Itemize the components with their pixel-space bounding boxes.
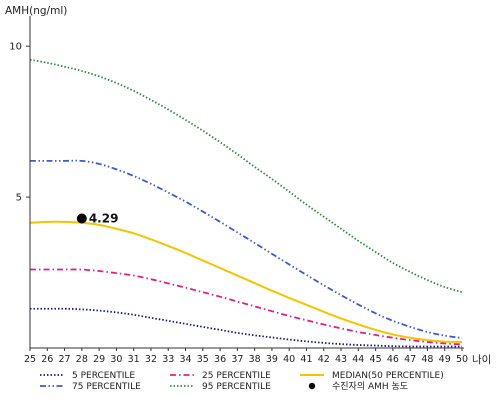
series-line bbox=[29, 220, 463, 343]
legend-label: 25 PERCENTILE bbox=[202, 371, 271, 381]
highlight-point bbox=[76, 213, 87, 224]
x-tick-label: 48 bbox=[421, 354, 433, 365]
x-tick-label: 38 bbox=[249, 354, 261, 365]
legend-label: MEDIAN(50 PERCENTILE) bbox=[332, 371, 444, 381]
series-line bbox=[29, 58, 463, 294]
x-tick-label: 43 bbox=[335, 354, 347, 365]
x-tick-label: 32 bbox=[145, 354, 157, 365]
x-tick-label: 36 bbox=[214, 354, 226, 365]
x-axis-ticks: 25 26 27 28 29 30 31 32 33 34 35 36 37 38 39 40 41 42 43 44… bbox=[24, 348, 468, 365]
x-tick-label: 39 bbox=[266, 354, 278, 365]
x-tick-label: 35 bbox=[197, 354, 209, 365]
x-tick-label: 40 bbox=[283, 354, 295, 365]
series-line bbox=[29, 307, 462, 348]
x-tick-label: 45 bbox=[370, 354, 382, 365]
x-axis-title: 나이 bbox=[472, 354, 491, 366]
series-lines bbox=[29, 58, 463, 348]
x-tick-label: 37 bbox=[231, 354, 243, 365]
x-tick-label: 26 bbox=[41, 354, 53, 365]
x-tick-label: 27 bbox=[59, 354, 71, 365]
highlight-point-label: 4.29 bbox=[89, 212, 119, 226]
x-tick-label: 28 bbox=[76, 354, 88, 365]
series-line bbox=[30, 268, 463, 346]
x-tick-label: 49 bbox=[439, 354, 451, 365]
series-line bbox=[30, 159, 463, 339]
x-tick-label: 29 bbox=[93, 354, 105, 365]
legend: 5 PERCENTILE 25 PERCENTILE MEDIAN(50 PERCE… bbox=[40, 371, 444, 392]
y-tick-label: 5 bbox=[16, 193, 22, 204]
x-tick-label: 47 bbox=[404, 354, 416, 365]
x-tick-label: 34 bbox=[179, 354, 191, 365]
x-tick-label: 41 bbox=[300, 354, 312, 365]
legend-label: 5 PERCENTILE bbox=[72, 371, 135, 381]
highlight-point-group: 4.29 bbox=[76, 212, 119, 226]
legend-label: 95 PERCENTILE bbox=[202, 382, 271, 392]
legend-marker bbox=[308, 382, 316, 390]
y-tick-label: 10 bbox=[9, 42, 22, 53]
x-tick-label: 42 bbox=[318, 354, 330, 365]
x-tick-label: 46 bbox=[387, 354, 399, 365]
x-tick-label: 50 bbox=[456, 354, 468, 365]
y-axis-ticks: 5 10 bbox=[9, 42, 30, 204]
y-axis-title: AMH(ng/ml) bbox=[5, 5, 67, 17]
x-tick-label: 31 bbox=[128, 354, 140, 365]
x-tick-label: 30 bbox=[110, 354, 122, 365]
x-tick-label: 44 bbox=[352, 354, 364, 365]
legend-label: 수진자의 AMH 농도 bbox=[332, 381, 408, 392]
x-tick-label: 33 bbox=[162, 354, 174, 365]
legend-label: 75 PERCENTILE bbox=[72, 382, 141, 392]
x-tick-label: 25 bbox=[24, 354, 36, 365]
